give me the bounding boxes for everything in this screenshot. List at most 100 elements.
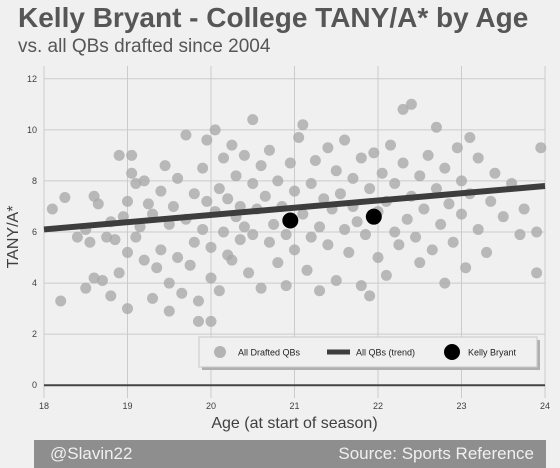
scatter-point	[255, 282, 267, 294]
scatter-point	[184, 259, 196, 271]
scatter-point	[330, 165, 342, 177]
y-tick-label: 12	[27, 74, 37, 84]
scatter-point	[297, 119, 309, 131]
y-tick-label: 10	[27, 125, 37, 135]
scatter-point	[535, 142, 547, 154]
scatter-point	[418, 203, 430, 215]
scatter-point	[205, 315, 217, 327]
scatter-point	[218, 152, 230, 164]
scatter-point	[122, 195, 133, 207]
scatter-point	[238, 221, 250, 233]
scatter-point	[422, 149, 434, 161]
scatter-point	[380, 269, 392, 281]
scatter-point	[314, 221, 326, 233]
scatter-point	[88, 272, 100, 284]
scatter-point	[243, 267, 255, 279]
footer-author: @Slavin22	[50, 444, 133, 463]
scatter-point	[435, 218, 447, 230]
legend-marker-highlight	[444, 344, 460, 360]
scatter-point	[347, 172, 359, 184]
x-tick-label: 19	[122, 401, 132, 411]
scatter-point	[176, 287, 188, 299]
scatter-point	[155, 185, 167, 197]
scatter-point	[305, 231, 317, 243]
scatter-point	[138, 254, 150, 266]
scatter-point	[355, 280, 367, 292]
scatter-point	[55, 295, 67, 307]
trend-line	[43, 183, 546, 233]
scatter-point	[46, 203, 58, 215]
x-tick-label: 23	[456, 401, 466, 411]
scatter-point	[289, 244, 300, 256]
scatter-point	[368, 147, 380, 159]
scatter-point	[126, 167, 138, 179]
scatter-point	[163, 277, 175, 289]
scatter-point	[364, 290, 376, 302]
scatter-point	[393, 239, 405, 251]
scatter-point	[289, 185, 300, 197]
scatter-point	[259, 190, 271, 202]
scatter-point	[464, 132, 476, 144]
scatter-point	[456, 175, 467, 187]
scatter-point	[159, 160, 171, 172]
scatter-point	[205, 241, 217, 253]
legend-marker-scatter	[214, 346, 226, 358]
scatter-point	[426, 244, 438, 256]
scatter-point	[372, 252, 384, 264]
scatter-point	[397, 103, 409, 115]
scatter-point	[201, 134, 213, 146]
scatter-point	[293, 132, 305, 144]
y-tick-label: 2	[32, 329, 37, 339]
scatter-point	[489, 167, 501, 179]
scatter-point	[376, 167, 388, 179]
x-tick-label: 24	[540, 401, 550, 411]
scatter-point	[113, 149, 125, 161]
scatter-point	[209, 124, 221, 136]
scatter-point	[355, 152, 367, 164]
scatter-point	[238, 149, 250, 161]
scatter-point	[130, 177, 142, 189]
scatter-point	[192, 295, 204, 307]
scatter-point	[460, 262, 472, 274]
scatter-point	[485, 195, 497, 207]
scatter-point	[531, 267, 543, 279]
scatter-point	[138, 175, 150, 187]
scatter-point	[272, 175, 284, 187]
scatter-point	[497, 211, 509, 223]
scatter-points	[46, 98, 547, 327]
scatter-point	[439, 162, 451, 174]
x-axis-label: Age (at start of season)	[211, 415, 377, 432]
scatter-point	[481, 246, 493, 258]
scatter-point	[439, 277, 451, 289]
scatter-point	[84, 236, 96, 248]
scatter-point	[126, 149, 138, 161]
scatter-point	[142, 198, 154, 210]
scatter-point	[297, 208, 309, 220]
scatter-point	[447, 236, 459, 248]
scatter-point	[280, 229, 292, 241]
scatter-point	[101, 231, 113, 243]
scatter-point	[130, 231, 142, 243]
scatter-point	[401, 213, 413, 225]
scatter-point	[451, 142, 463, 154]
chart-title: Kelly Bryant - College TANY/A* by Age	[18, 2, 529, 33]
scatter-point	[339, 223, 351, 235]
highlight-points	[282, 208, 382, 229]
scatter-point	[268, 218, 280, 230]
scatter-point	[322, 239, 334, 251]
scatter-point	[318, 193, 330, 205]
y-axis-label: TANY/A*	[5, 206, 22, 269]
scatter-point	[226, 254, 238, 266]
scatter-point	[92, 198, 104, 210]
scatter-point	[322, 142, 334, 154]
scatter-point	[218, 226, 230, 238]
legend-label-highlight: Kelly Bryant	[468, 348, 517, 358]
scatter-point	[359, 229, 371, 241]
scatter-point	[147, 292, 159, 304]
scatter-point	[122, 303, 133, 315]
scatter-point	[414, 170, 426, 182]
scatter-point	[339, 134, 351, 146]
scatter-point	[410, 231, 422, 243]
